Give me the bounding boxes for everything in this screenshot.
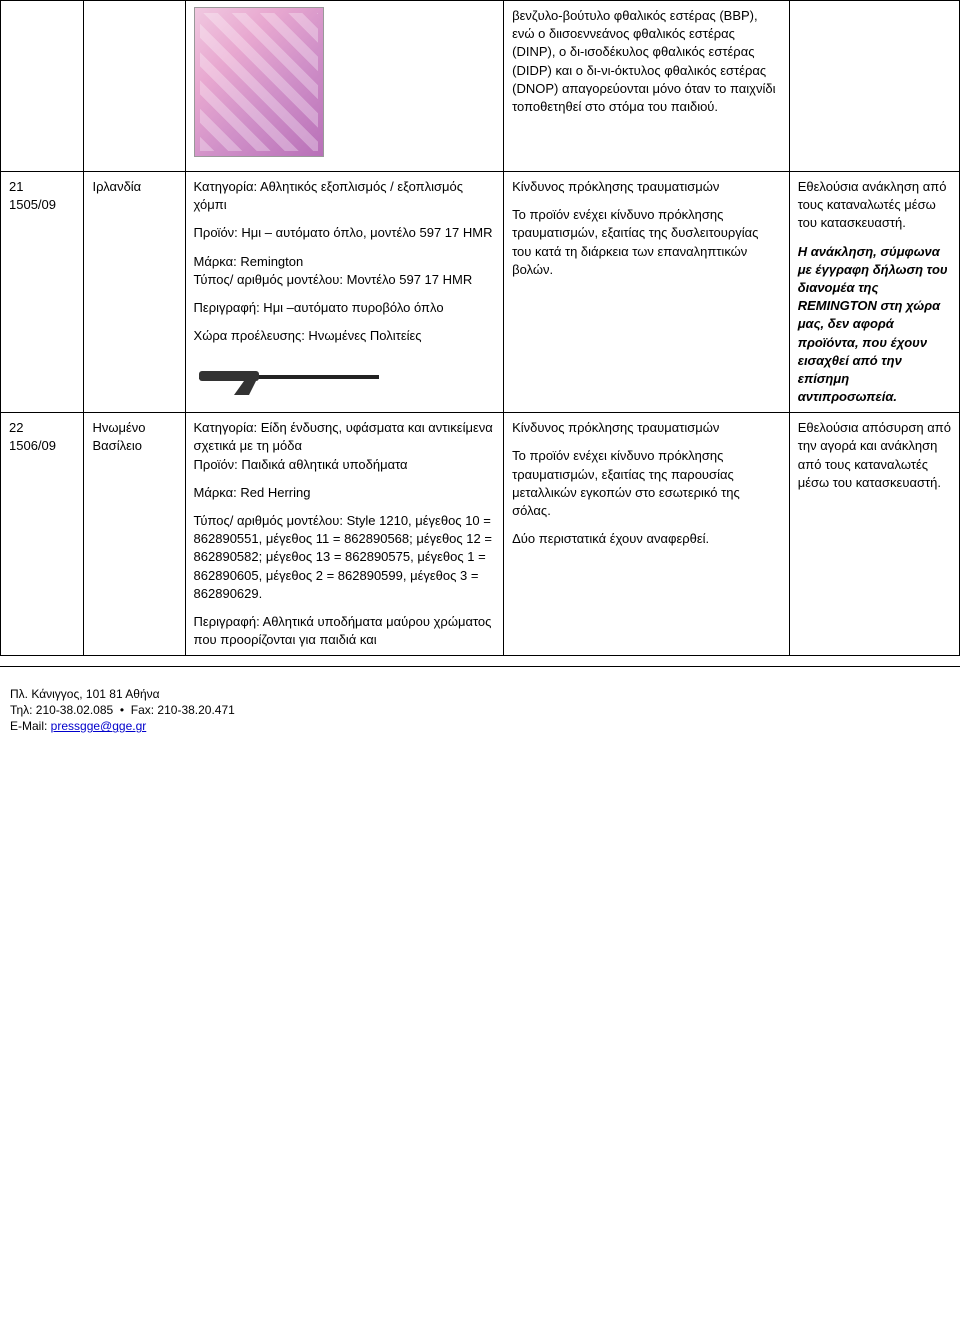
cell-risk: Κίνδυνος πρόκλησης τραυματισμών Το προϊό… (504, 172, 790, 413)
risk-title: Κίνδυνος πρόκλησης τραυματισμών (512, 419, 781, 437)
page-footer: Πλ. Κάνιγγος, 101 81 Αθήνα Τηλ: 210-38.0… (0, 666, 960, 745)
document-table-container: βενζυλο-βούτυλο φθαλικός εστέρας (BBP), … (0, 0, 960, 656)
footer-fax: Fax: 210-38.20.471 (131, 703, 235, 717)
action-p2: Η ανάκληση, σύμφωνα με έγγραφη δήλωση το… (798, 243, 951, 407)
cell-id (1, 1, 84, 172)
footer-email-label: E-Mail: (10, 719, 51, 733)
desc-brand: Μάρκα: Red Herring (194, 484, 496, 502)
cell-id: 21 1505/09 (1, 172, 84, 413)
cell-description: Κατηγορία: Αθλητικός εξοπλισμός / εξοπλι… (185, 172, 504, 413)
risk-cases: Δύο περιστατικά έχουν αναφερθεί. (512, 530, 781, 548)
desc-product: Προϊόν: Ημι – αυτόματο όπλο, μοντέλο 597… (194, 224, 496, 242)
desc-model: Τύπος/ αριθμός μοντέλου: Μοντέλο 597 17 … (194, 271, 496, 289)
cell-action: Εθελούσια ανάκληση από τους καταναλωτές … (789, 172, 959, 413)
cell-description: Κατηγορία: Είδη ένδυσης, υφάσματα και αν… (185, 413, 504, 656)
risk-detail: Το προϊόν ενέχει κίνδυνο πρόκλησης τραυμ… (512, 206, 781, 279)
risk-text: βενζυλο-βούτυλο φθαλικός εστέρας (BBP), … (512, 7, 781, 116)
cell-action: Εθελούσια απόσυρση από την αγορά και ανά… (789, 413, 959, 656)
footer-email-link[interactable]: pressgge@gge.gr (51, 719, 147, 733)
desc-category: Κατηγορία: Είδη ένδυσης, υφάσματα και αν… (194, 419, 496, 455)
cell-country (84, 1, 185, 172)
desc-product: Προϊόν: Παιδικά αθλητικά υποδήματα (194, 456, 496, 474)
cell-id: 22 1506/09 (1, 413, 84, 656)
row-number: 22 (9, 419, 75, 437)
rifle-image (194, 357, 414, 397)
table-row: βενζυλο-βούτυλο φθαλικός εστέρας (BBP), … (1, 1, 960, 172)
action-p1: Εθελούσια ανάκληση από τους καταναλωτές … (798, 178, 951, 233)
desc-category: Κατηγορία: Αθλητικός εξοπλισμός / εξοπλι… (194, 178, 496, 214)
rifle-icon (194, 357, 414, 397)
desc-origin: Χώρα προέλευσης: Ηνωμένες Πολιτείες (194, 327, 496, 345)
footer-phone-fax: Τηλ: 210-38.02.085 • Fax: 210-38.20.471 (10, 703, 950, 717)
table-row: 21 1505/09 Ιρλανδία Κατηγορία: Αθλητικός… (1, 172, 960, 413)
footer-email: E-Mail: pressgge@gge.gr (10, 719, 950, 733)
row-code: 1505/09 (9, 196, 75, 214)
desc-brand: Μάρκα: Remington (194, 253, 496, 271)
cell-action (789, 1, 959, 172)
country-text: Ιρλανδία (92, 178, 176, 196)
cell-country: Ηνωμένο Βασίλειο (84, 413, 185, 656)
footer-phone: Τηλ: 210-38.02.085 (10, 703, 113, 717)
footer-address: Πλ. Κάνιγγος, 101 81 Αθήνα (10, 687, 950, 701)
desc-description: Περιγραφή: Αθλητικά υποδήματα μαύρου χρώ… (194, 613, 496, 649)
cell-country: Ιρλανδία (84, 172, 185, 413)
country-text: Ηνωμένο Βασίλειο (92, 419, 176, 455)
cell-description (185, 1, 504, 172)
row-number: 21 (9, 178, 75, 196)
action-p1: Εθελούσια απόσυρση από την αγορά και ανά… (798, 419, 951, 492)
product-image-placeholder (194, 7, 324, 157)
product-table: βενζυλο-βούτυλο φθαλικός εστέρας (BBP), … (0, 0, 960, 656)
cell-risk: βενζυλο-βούτυλο φθαλικός εστέρας (BBP), … (504, 1, 790, 172)
desc-model: Τύπος/ αριθμός μοντέλου: Style 1210, μέγ… (194, 512, 496, 603)
risk-title: Κίνδυνος πρόκλησης τραυματισμών (512, 178, 781, 196)
row-code: 1506/09 (9, 437, 75, 455)
desc-description: Περιγραφή: Ημι –αυτόματο πυροβόλο όπλο (194, 299, 496, 317)
risk-detail: Το προϊόν ενέχει κίνδυνο πρόκλησης τραυμ… (512, 447, 781, 520)
table-row: 22 1506/09 Ηνωμένο Βασίλειο Κατηγορία: Ε… (1, 413, 960, 656)
cell-risk: Κίνδυνος πρόκλησης τραυματισμών Το προϊό… (504, 413, 790, 656)
